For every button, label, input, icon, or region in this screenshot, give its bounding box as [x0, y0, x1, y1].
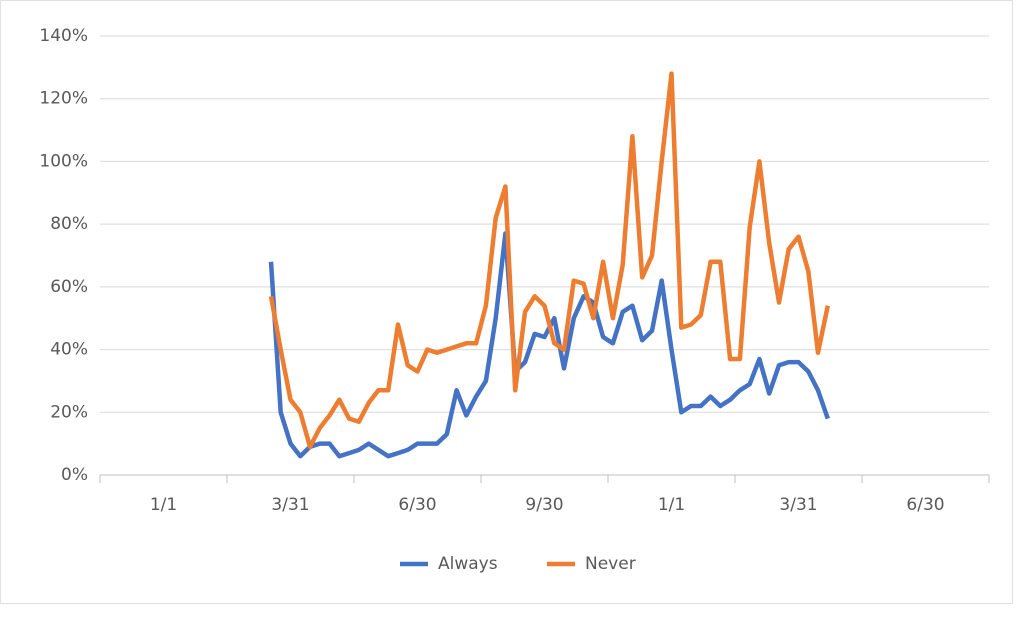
y-tick-label: 60% — [50, 277, 88, 297]
y-tick-label: 140% — [39, 26, 88, 46]
x-tick-label: 3/31 — [271, 495, 309, 515]
legend-label: Never — [585, 554, 636, 574]
chart-frame — [0, 0, 1013, 604]
x-tick-label: 1/1 — [658, 495, 685, 515]
x-tick-label: 9/30 — [525, 495, 563, 515]
x-tick-label: 1/1 — [150, 495, 177, 515]
y-tick-label: 0% — [61, 465, 88, 485]
y-tick-label: 40% — [50, 340, 88, 360]
x-tick-label: 3/31 — [779, 495, 817, 515]
y-tick-label: 80% — [50, 214, 88, 234]
y-tick-label: 100% — [39, 151, 88, 171]
x-tick-label: 6/30 — [398, 495, 436, 515]
x-tick-label: 6/30 — [906, 495, 944, 515]
y-tick-label: 120% — [39, 89, 88, 109]
legend-label: Always — [438, 554, 498, 574]
line-series — [268, 71, 831, 450]
y-tick-label: 20% — [50, 402, 88, 422]
